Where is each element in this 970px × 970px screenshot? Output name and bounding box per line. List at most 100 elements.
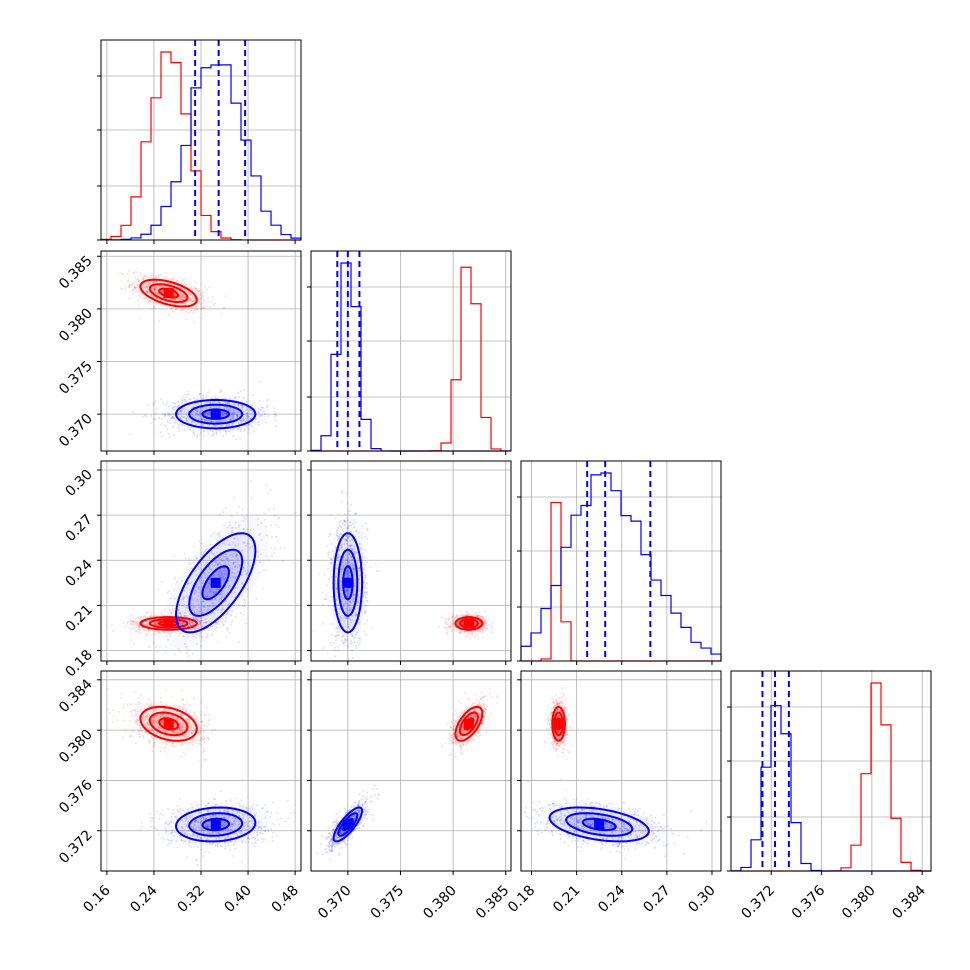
sample-point	[186, 582, 189, 585]
sample-point	[197, 610, 200, 613]
sample-point	[156, 623, 159, 626]
sample-point	[159, 734, 162, 737]
sample-point	[248, 417, 251, 420]
sample-point	[234, 560, 237, 563]
sample-point	[146, 624, 149, 627]
sample-point	[121, 273, 124, 276]
sample-point	[197, 540, 200, 543]
sample-point	[146, 290, 149, 293]
sample-point	[250, 411, 253, 414]
sample-point	[348, 545, 351, 548]
sample-point	[192, 627, 195, 630]
sample-point	[186, 733, 189, 736]
sample-point	[485, 627, 488, 630]
sample-point	[361, 555, 364, 558]
sample-point	[249, 547, 252, 550]
sample-point	[221, 617, 224, 620]
sample-point	[352, 568, 355, 571]
sample-point	[143, 723, 146, 726]
sample-point	[153, 288, 156, 291]
sample-point	[275, 425, 278, 428]
sample-point	[181, 279, 184, 282]
sample-point	[203, 605, 206, 608]
sample-point	[221, 414, 224, 417]
sample-point	[146, 623, 149, 626]
sample-point	[112, 715, 115, 718]
sample-point	[153, 306, 156, 309]
sample-point	[232, 562, 235, 565]
sample-point	[189, 297, 192, 300]
sample-point	[226, 402, 229, 405]
sample-point	[474, 622, 477, 625]
sample-point	[195, 625, 198, 628]
sample-point	[181, 598, 184, 601]
sample-point	[342, 566, 345, 569]
sample-point	[192, 633, 195, 636]
sample-point	[231, 609, 234, 612]
sample-point	[139, 615, 142, 618]
sample-point	[156, 620, 159, 623]
sample-point	[265, 554, 268, 557]
sample-point	[205, 758, 208, 761]
sample-point	[180, 295, 183, 298]
sample-point	[182, 702, 185, 705]
sample-point	[237, 405, 240, 408]
sample-point	[181, 734, 184, 737]
sample-point	[219, 596, 222, 599]
sample-point	[220, 558, 223, 561]
sample-point	[447, 619, 450, 622]
sample-point	[160, 613, 163, 616]
sample-point	[365, 537, 368, 540]
sample-point	[354, 513, 357, 516]
sample-point	[146, 285, 149, 288]
sample-point	[201, 307, 204, 310]
sample-point	[152, 281, 155, 284]
sample-point	[239, 611, 242, 614]
sample-point	[231, 424, 234, 427]
sample-point	[213, 395, 216, 398]
sample-point	[193, 299, 196, 302]
sample-point	[214, 623, 217, 626]
sample-point	[201, 298, 204, 301]
sample-point	[192, 311, 195, 314]
sample-point	[200, 305, 203, 308]
sample-point	[185, 645, 188, 648]
sample-point	[136, 270, 139, 273]
sample-point	[144, 288, 147, 291]
sample-point	[176, 736, 179, 739]
sample-point	[155, 286, 158, 289]
sample-point	[185, 414, 188, 417]
sample-point	[366, 619, 369, 622]
sample-point	[148, 728, 151, 731]
sample-point	[196, 292, 199, 295]
sample-point	[199, 412, 202, 415]
sample-point	[200, 301, 203, 304]
sample-point	[330, 542, 333, 545]
sample-point	[147, 718, 150, 721]
sample-point	[180, 698, 183, 701]
sample-point	[213, 612, 216, 615]
sample-point	[168, 412, 171, 415]
sample-point	[221, 593, 224, 596]
sample-point	[154, 291, 157, 294]
sample-point	[218, 575, 221, 578]
sample-point	[255, 413, 258, 416]
sample-point	[155, 630, 158, 633]
sample-point	[330, 644, 333, 647]
sample-point	[341, 600, 344, 603]
sample-point	[346, 573, 349, 576]
sample-point	[196, 608, 199, 611]
sample-point	[208, 419, 211, 422]
sample-point	[199, 616, 202, 619]
sample-point	[208, 424, 211, 427]
sample-point	[341, 635, 344, 638]
peak-blue	[210, 409, 221, 420]
sample-point	[157, 417, 160, 420]
sample-point	[147, 624, 150, 627]
sample-point	[345, 520, 348, 523]
sample-point	[222, 412, 225, 415]
sample-point	[350, 633, 353, 636]
sample-point	[269, 488, 272, 491]
sample-point	[184, 302, 187, 305]
sample-point	[208, 406, 211, 409]
